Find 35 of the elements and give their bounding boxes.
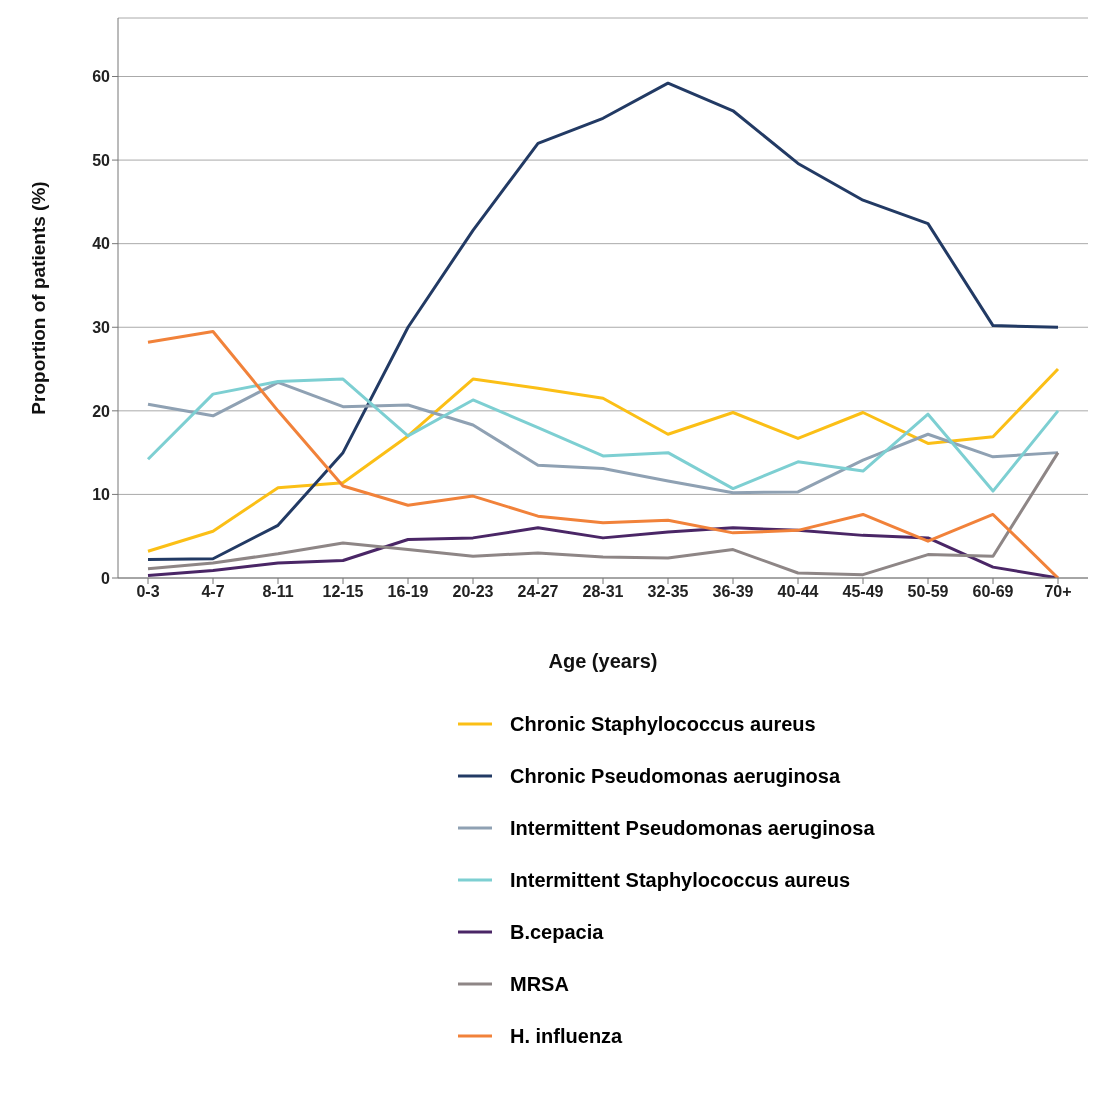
legend-label: H. influenza bbox=[510, 1024, 623, 1048]
line-series bbox=[146, 451, 1060, 577]
y-tick-label: 10 bbox=[92, 486, 111, 504]
legend-label: Intermittent Staphylococcus aureus bbox=[510, 868, 851, 892]
x-tick-label: 4-7 bbox=[201, 583, 225, 601]
legend-label: Chronic Staphylococcus aureus bbox=[510, 712, 816, 736]
line-series bbox=[146, 367, 1060, 553]
legend-label: Intermittent Pseudomonas aeruginosa bbox=[510, 816, 875, 840]
y-tick-label: 30 bbox=[92, 318, 111, 336]
x-tick-label: 50-59 bbox=[907, 583, 949, 601]
line-series bbox=[146, 81, 1060, 562]
x-tick-label: 60-69 bbox=[972, 583, 1014, 601]
x-tick-label: 28-31 bbox=[582, 583, 624, 601]
x-tick-label: 45-49 bbox=[842, 583, 884, 601]
x-tick-label: 0-3 bbox=[136, 583, 160, 601]
x-tick-label: 8-11 bbox=[262, 583, 294, 601]
x-tick-label: 24-27 bbox=[517, 583, 559, 601]
x-tick-label: 70+ bbox=[1044, 583, 1072, 601]
x-tick-label: 20-23 bbox=[452, 583, 494, 601]
legend-label: Chronic Pseudomonas aeruginosa bbox=[510, 764, 841, 788]
y-tick-label: 60 bbox=[92, 68, 111, 86]
legend-label: MRSA bbox=[510, 972, 569, 996]
x-tick-label: 16-19 bbox=[387, 583, 429, 601]
x-tick-label: 12-15 bbox=[322, 583, 364, 601]
legend-label: B.cepacia bbox=[510, 920, 604, 944]
y-tick-label: 20 bbox=[92, 402, 111, 420]
y-axis-title: Proportion of patients (%) bbox=[27, 181, 49, 415]
x-tick-label: 36-39 bbox=[712, 583, 754, 601]
x-axis-title: Age (years) bbox=[548, 650, 658, 672]
y-tick-label: 0 bbox=[101, 569, 111, 587]
y-tick-label: 50 bbox=[92, 151, 111, 169]
x-tick-label: 32-35 bbox=[647, 583, 689, 601]
y-tick-label: 40 bbox=[92, 235, 111, 253]
line-series bbox=[146, 329, 1060, 578]
x-tick-label: 40-44 bbox=[777, 583, 819, 601]
